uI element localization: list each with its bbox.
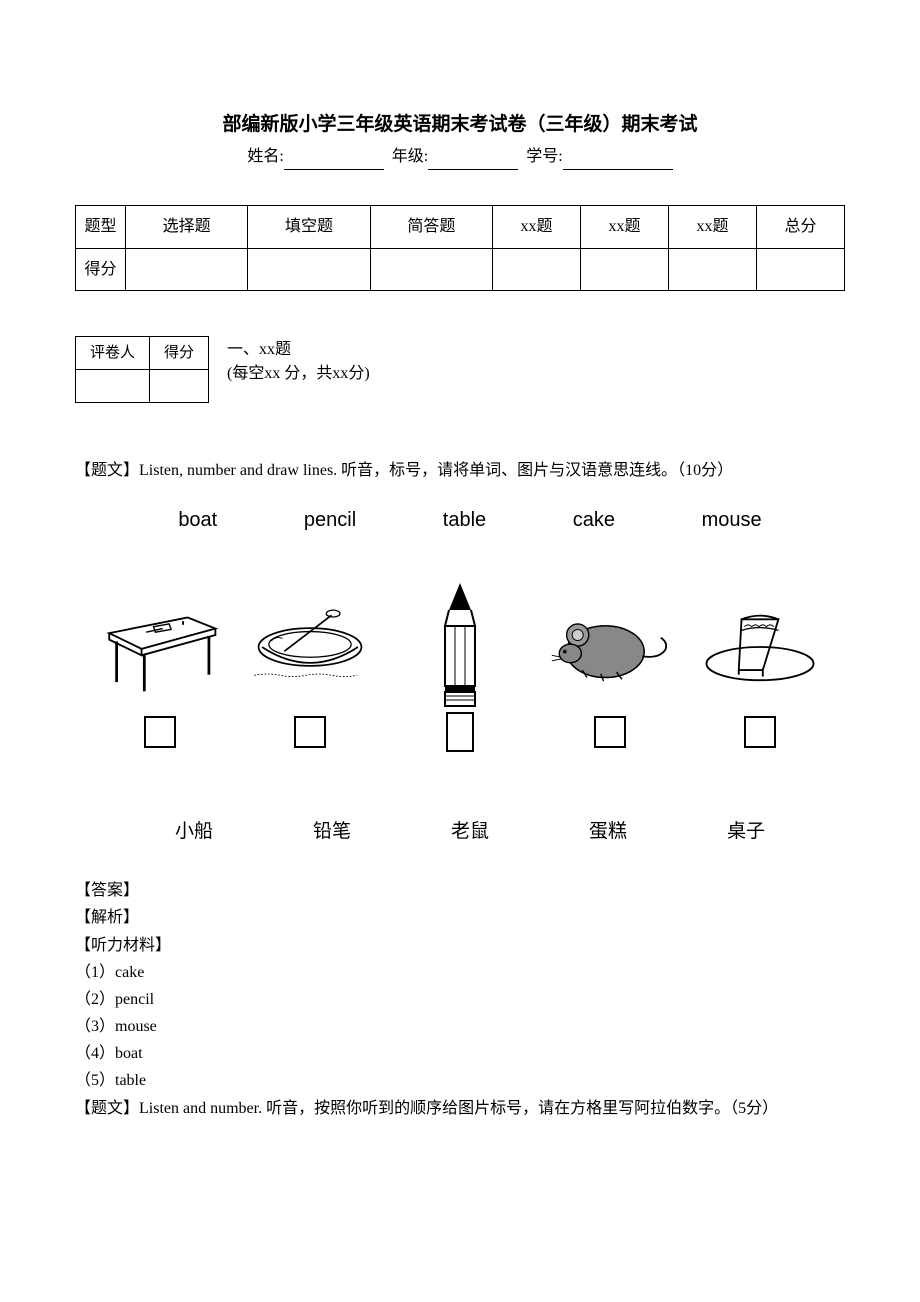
- words-row: boat pencil table cake mouse: [75, 504, 845, 536]
- listening-label: 【听力材料】: [75, 932, 845, 959]
- chinese-item: 蛋糕: [589, 817, 627, 847]
- listening-item: （5）table: [75, 1067, 845, 1094]
- word-item: pencil: [304, 504, 356, 536]
- grader-score-cell[interactable]: [150, 370, 209, 403]
- image-item-boat: [240, 595, 380, 748]
- score-cell[interactable]: [492, 248, 580, 291]
- listening-item: （1）cake: [75, 959, 845, 986]
- grade-label: 年级:: [392, 148, 428, 165]
- cake-image: [700, 595, 820, 700]
- score-cell[interactable]: [126, 248, 248, 291]
- header-cell: 简答题: [370, 205, 492, 248]
- word-item: cake: [573, 504, 615, 536]
- score-cell[interactable]: [668, 248, 756, 291]
- header-cell: xx题: [668, 205, 756, 248]
- score-table: 题型 选择题 填空题 简答题 xx题 xx题 xx题 总分 得分: [75, 205, 845, 291]
- answer-section: 【答案】 【解析】 【听力材料】 （1）cake （2）pencil （3）mo…: [75, 877, 845, 1122]
- score-cell[interactable]: [580, 248, 668, 291]
- row-label: 题型: [76, 205, 126, 248]
- header-cell: 总分: [756, 205, 844, 248]
- boat-image: [250, 595, 370, 700]
- analysis-label: 【解析】: [75, 904, 845, 931]
- grader-cell[interactable]: [76, 370, 150, 403]
- chinese-item: 小船: [175, 817, 213, 847]
- listening-item: （3）mouse: [75, 1013, 845, 1040]
- header-cell: 选择题: [126, 205, 248, 248]
- number-box[interactable]: [294, 716, 326, 748]
- score-cell[interactable]: [248, 248, 370, 291]
- word-item: boat: [178, 504, 217, 536]
- pencil-image: [400, 591, 520, 696]
- header-cell: 填空题: [248, 205, 370, 248]
- name-field[interactable]: [284, 152, 384, 170]
- image-item-table: [90, 595, 230, 748]
- section-title: 一、xx题 (每空xx 分，共xx分): [227, 336, 370, 386]
- listening-item: （4）boat: [75, 1040, 845, 1067]
- grade-field[interactable]: [428, 152, 518, 170]
- id-field[interactable]: [563, 152, 673, 170]
- student-info-line: 姓名: 年级: 学号:: [75, 144, 845, 170]
- word-item: mouse: [702, 504, 762, 536]
- id-label: 学号:: [526, 148, 562, 165]
- section-title-line1: 一、xx题: [227, 338, 370, 362]
- grader-table: 评卷人 得分: [75, 336, 209, 403]
- number-box[interactable]: [594, 716, 626, 748]
- exam-title: 部编新版小学三年级英语期末考试卷（三年级）期末考试: [75, 110, 845, 140]
- name-label: 姓名:: [247, 148, 283, 165]
- header-cell: xx题: [492, 205, 580, 248]
- number-box[interactable]: [144, 716, 176, 748]
- mouse-image: [550, 595, 670, 700]
- chinese-item: 桌子: [727, 817, 765, 847]
- question-1-text: 【题文】Listen, number and draw lines. 听音，标号…: [75, 458, 845, 484]
- grader-label: 评卷人: [76, 337, 150, 370]
- answer-label: 【答案】: [75, 877, 845, 904]
- listening-item: （2）pencil: [75, 986, 845, 1013]
- images-row: [75, 591, 845, 752]
- table-row: 题型 选择题 填空题 简答题 xx题 xx题 xx题 总分: [76, 205, 845, 248]
- chinese-item: 老鼠: [451, 817, 489, 847]
- table-row: 得分: [76, 248, 845, 291]
- image-item-pencil: [390, 591, 530, 752]
- grader-score-label: 得分: [150, 337, 209, 370]
- row-label: 得分: [76, 248, 126, 291]
- score-cell[interactable]: [370, 248, 492, 291]
- section-title-line2: (每空xx 分，共xx分): [227, 362, 370, 386]
- section-header: 评卷人 得分 一、xx题 (每空xx 分，共xx分): [75, 336, 845, 403]
- chinese-row: 小船 铅笔 老鼠 蛋糕 桌子: [75, 817, 845, 847]
- table-image: [100, 595, 220, 700]
- word-item: table: [443, 504, 486, 536]
- chinese-item: 铅笔: [313, 817, 351, 847]
- header-cell: xx题: [580, 205, 668, 248]
- question-2-text: 【题文】Listen and number. 听音，按照你听到的顺序给图片标号，…: [75, 1095, 845, 1122]
- image-item-mouse: [540, 595, 680, 748]
- image-item-cake: [690, 595, 830, 748]
- number-box[interactable]: [744, 716, 776, 748]
- score-cell[interactable]: [756, 248, 844, 291]
- number-box[interactable]: [446, 712, 474, 752]
